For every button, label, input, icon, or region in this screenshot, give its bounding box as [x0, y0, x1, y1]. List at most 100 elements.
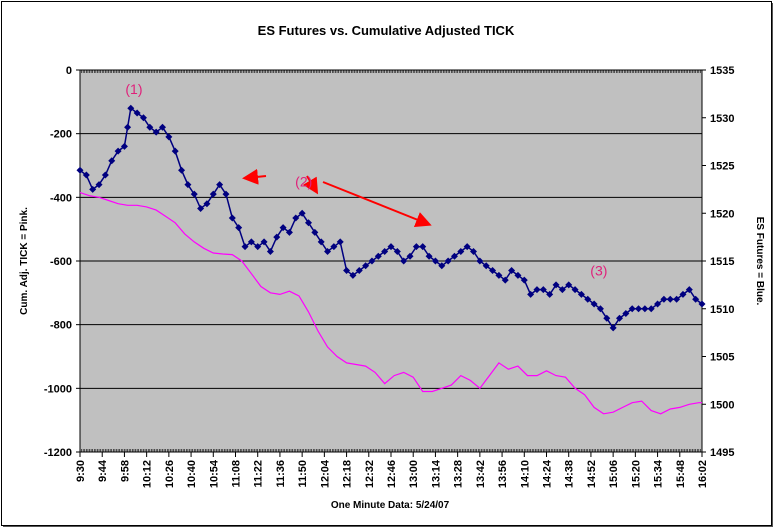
series-0-point-17 — [178, 166, 186, 174]
series-0-point-76 — [552, 281, 560, 289]
x-tick-label-16: 13:14 — [430, 459, 442, 488]
series-0-point-57 — [431, 257, 439, 265]
series-0-point-9 — [127, 104, 135, 112]
x-tick-label-5: 10:40 — [186, 460, 198, 488]
series-0-point-89 — [635, 305, 643, 313]
x-tick-label-12: 12:18 — [342, 460, 354, 488]
series-0-point-15 — [165, 133, 173, 141]
series-0-point-41 — [330, 243, 338, 251]
series-0-point-24 — [222, 190, 230, 198]
series-0-point-97 — [685, 286, 693, 294]
x-tick-label-4: 10:26 — [164, 460, 176, 488]
series-0-point-22 — [209, 190, 217, 198]
series-0-point-60 — [450, 252, 458, 260]
series-0-point-26 — [235, 224, 243, 232]
x-tick-label-22: 14:38 — [564, 460, 576, 488]
x-tick-label-24: 15:06 — [608, 460, 620, 488]
x-tick-label-9: 11:36 — [275, 460, 287, 488]
series-0-point-58 — [438, 262, 446, 270]
series-0-point-2 — [89, 185, 97, 193]
series-0-point-25 — [228, 214, 236, 222]
series-0-point-7 — [120, 142, 128, 150]
series-0-point-10 — [133, 109, 141, 117]
x-tick-label-8: 11:22 — [253, 460, 265, 488]
series-0-point-44 — [349, 271, 357, 279]
series-0-point-98 — [692, 295, 700, 303]
series-0-point-21 — [203, 200, 211, 208]
series-0-point-91 — [647, 305, 655, 313]
series-0-point-79 — [571, 286, 579, 294]
series-0-point-49 — [381, 247, 389, 255]
series-layer — [76, 104, 706, 415]
right-tick-label-1: 1530 — [710, 113, 734, 125]
series-0-point-13 — [152, 128, 160, 136]
series-0-point-45 — [355, 267, 363, 275]
right-tick-label-3: 1520 — [710, 208, 734, 220]
series-0-point-16 — [171, 147, 179, 155]
series-0-point-8 — [124, 123, 132, 131]
series-line-1 — [79, 192, 702, 415]
series-0-point-67 — [495, 271, 503, 279]
series-0-point-94 — [666, 295, 674, 303]
right-tick-label-0: 1535 — [710, 65, 734, 77]
series-0-point-27 — [241, 243, 249, 251]
series-0-point-86 — [615, 314, 623, 322]
series-0-point-96 — [679, 290, 687, 298]
x-tick-label-25: 15:20 — [630, 460, 642, 488]
right-tick-label-4: 1515 — [710, 256, 734, 268]
right-tick-label-2: 1525 — [710, 161, 734, 173]
x-tick-label-3: 10:12 — [142, 460, 154, 488]
series-0-point-88 — [628, 305, 636, 313]
series-0-point-30 — [260, 238, 268, 246]
series-0-point-70 — [514, 271, 522, 279]
x-axis-minor-ticks — [79, 70, 703, 452]
series-0-point-90 — [641, 305, 649, 313]
series-0-point-43 — [343, 267, 351, 275]
series-0-point-51 — [393, 247, 401, 255]
series-0-point-61 — [457, 247, 465, 255]
series-0-point-14 — [159, 123, 167, 131]
right-tick-label-8: 1495 — [710, 447, 734, 459]
series-0-point-50 — [387, 243, 395, 251]
series-0-point-92 — [654, 300, 662, 308]
x-tick-label-7: 11:08 — [231, 460, 243, 488]
left-tick-label-4: -800 — [50, 320, 72, 332]
series-0-point-47 — [368, 257, 376, 265]
x-axis-label: One Minute Data: 5/24/07 — [331, 500, 450, 511]
arrow-long-down — [322, 181, 432, 227]
series-0-point-72 — [527, 290, 535, 298]
series-0-point-85 — [609, 324, 617, 332]
left-tick-label-0: 0 — [66, 65, 72, 77]
series-0-point-28 — [247, 238, 255, 246]
series-0-point-53 — [406, 252, 414, 260]
series-0-point-48 — [374, 252, 382, 260]
left-tick-label-6: -1200 — [44, 447, 72, 459]
x-tick-label-21: 14:24 — [542, 459, 554, 488]
series-0-point-55 — [419, 243, 427, 251]
series-0-point-46 — [362, 262, 370, 270]
left-tick-label-5: -1000 — [44, 383, 72, 395]
series-0-point-82 — [590, 300, 598, 308]
series-0-point-23 — [216, 181, 224, 189]
arrow-short-down — [302, 175, 319, 195]
series-0-point-66 — [489, 267, 497, 275]
annotation-1: (1) — [125, 81, 142, 97]
series-0-point-31 — [266, 247, 274, 255]
series-0-point-78 — [565, 281, 573, 289]
series-0-point-93 — [660, 295, 668, 303]
series-0-point-12 — [146, 123, 154, 131]
x-tick-label-23: 14:52 — [586, 460, 598, 488]
x-tick-label-1: 9:44 — [97, 459, 109, 482]
right-axis-ticks: 1535 1530 1525 1520 1515 1510 1505 1500 1495 — [702, 65, 734, 459]
x-tick-label-20: 14:10 — [519, 460, 531, 488]
left-tick-label-1: -200 — [50, 129, 72, 141]
left-tick-label-2: -400 — [50, 192, 72, 204]
left-axis-label: Cum. Adj. TICK = Pink. — [19, 207, 30, 315]
arrow-left — [242, 168, 267, 185]
chart-title: ES Futures vs. Cumulative Adjusted TICK — [258, 23, 515, 38]
series-0-point-11 — [139, 114, 147, 122]
series-0-point-36 — [298, 209, 306, 217]
series-0-point-87 — [622, 310, 630, 318]
annotation-2: (2) — [295, 174, 312, 190]
